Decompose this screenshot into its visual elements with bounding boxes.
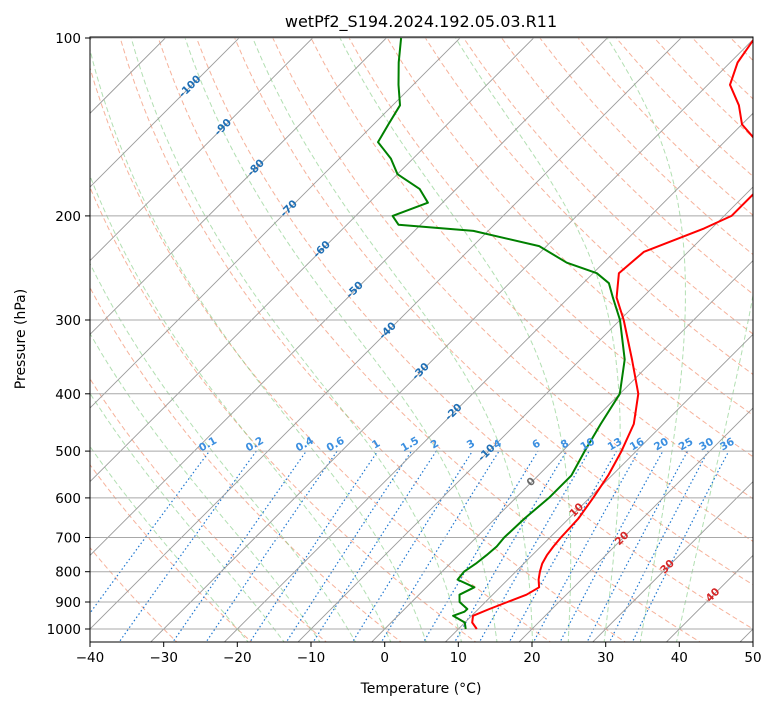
sounding-profiles bbox=[377, 37, 753, 630]
isotherm-line bbox=[90, 37, 388, 335]
moist-adiabat bbox=[90, 332, 321, 642]
moist-adiabat bbox=[454, 37, 621, 642]
y-axis-title: Pressure (hPa) bbox=[13, 289, 29, 389]
moist-adiabat bbox=[90, 392, 285, 642]
x-axis-title: Temperature (°C) bbox=[360, 681, 482, 697]
y-tick-label: 500 bbox=[55, 444, 81, 460]
mixing-ratio-line bbox=[118, 450, 257, 642]
isotherm-line bbox=[90, 37, 609, 557]
isotherm-line bbox=[90, 37, 536, 483]
mixing-ratio-line bbox=[285, 450, 412, 642]
dry-adiabat bbox=[348, 37, 753, 458]
moist-adiabat bbox=[605, 37, 686, 642]
x-tick-label: −10 bbox=[297, 650, 326, 666]
moist-adiabat bbox=[90, 47, 427, 642]
x-axis-ticks: −40 −30 −20 −10 0 10 20 30 40 50 bbox=[76, 642, 762, 666]
x-tick-label: −30 bbox=[149, 650, 178, 666]
isotherm-line bbox=[90, 37, 462, 409]
mixing-ratio-line bbox=[90, 450, 210, 615]
y-tick-label: 1000 bbox=[47, 622, 81, 638]
y-tick-label: 100 bbox=[55, 31, 81, 47]
isotherm-line bbox=[223, 112, 753, 642]
isotherm-line bbox=[371, 260, 753, 642]
isotherm-line bbox=[592, 481, 753, 642]
moist-adiabat bbox=[184, 37, 498, 642]
dry-adiabat bbox=[424, 37, 753, 376]
mixing-ratio-line bbox=[608, 450, 709, 642]
mixing-ratio-line bbox=[454, 450, 567, 642]
isotherm-line bbox=[518, 407, 753, 642]
isotherm-line bbox=[150, 38, 753, 642]
y-axis-ticks: 100 200 300 400 500 600 700 800 900 1000 bbox=[47, 31, 90, 638]
mixing-ratio-line bbox=[172, 450, 307, 642]
dewpoint-profile-line bbox=[377, 37, 626, 630]
x-tick-label: 50 bbox=[744, 650, 761, 666]
mixing-ratio-line bbox=[532, 450, 640, 642]
mixing-ratio-line bbox=[205, 450, 338, 642]
isotherm-line bbox=[90, 37, 315, 262]
moist-adiabat bbox=[338, 37, 572, 642]
dry-adiabat bbox=[272, 37, 753, 542]
moist-adiabat bbox=[251, 37, 534, 642]
dry-adiabat bbox=[310, 37, 753, 500]
chart-title: wetPf2_S194.2024.192.05.03.R11 bbox=[285, 12, 557, 32]
moist-adiabats bbox=[90, 37, 753, 642]
x-tick-label: 40 bbox=[671, 650, 688, 666]
mixing-ratio-line bbox=[380, 450, 500, 642]
y-tick-label: 600 bbox=[55, 491, 81, 507]
mixing-ratio-line bbox=[312, 450, 437, 642]
moist-adiabat bbox=[130, 37, 463, 642]
moist-adiabat bbox=[90, 262, 357, 642]
moist-adiabat bbox=[90, 174, 392, 642]
mixing-ratio-lines bbox=[90, 450, 730, 642]
dry-adiabat bbox=[90, 66, 552, 642]
temperature-profile-line bbox=[471, 38, 753, 630]
mixing-ratio-line bbox=[249, 450, 379, 642]
y-tick-label: 800 bbox=[55, 565, 81, 581]
mixing-ratio-line bbox=[422, 450, 539, 642]
isotherm-line bbox=[297, 186, 753, 642]
mixing-ratio-line bbox=[559, 450, 664, 642]
dry-adiabat bbox=[463, 37, 753, 335]
y-tick-label: 400 bbox=[55, 387, 81, 403]
plot-area: 0.1 0.2 0.4 0.6 1 1.5 2 3 4 6 8 10 13 16 20 25 30 36-100-… bbox=[90, 37, 753, 642]
moist-adiabat bbox=[675, 292, 753, 642]
dry-adiabat bbox=[90, 186, 477, 642]
y-tick-label: 900 bbox=[55, 595, 81, 611]
dry-adiabat bbox=[90, 377, 328, 642]
y-tick-label: 200 bbox=[55, 209, 81, 225]
x-tick-label: 30 bbox=[597, 650, 614, 666]
x-tick-label: −40 bbox=[76, 650, 105, 666]
x-tick-label: 20 bbox=[523, 650, 540, 666]
y-tick-label: 300 bbox=[55, 313, 81, 329]
x-tick-label: 0 bbox=[380, 650, 389, 666]
dry-adiabat bbox=[90, 463, 253, 642]
x-tick-label: 10 bbox=[450, 650, 467, 666]
x-tick-label: −20 bbox=[223, 650, 252, 666]
isotherm-line bbox=[90, 37, 241, 188]
plot-frame bbox=[89, 36, 754, 643]
pressure-grid bbox=[90, 37, 753, 630]
mixing-ratio-line bbox=[586, 450, 689, 642]
moist-adiabat bbox=[90, 445, 249, 642]
isotherm-line bbox=[90, 37, 683, 630]
mixing-ratio-line bbox=[351, 450, 473, 642]
y-tick-label: 700 bbox=[55, 531, 81, 547]
